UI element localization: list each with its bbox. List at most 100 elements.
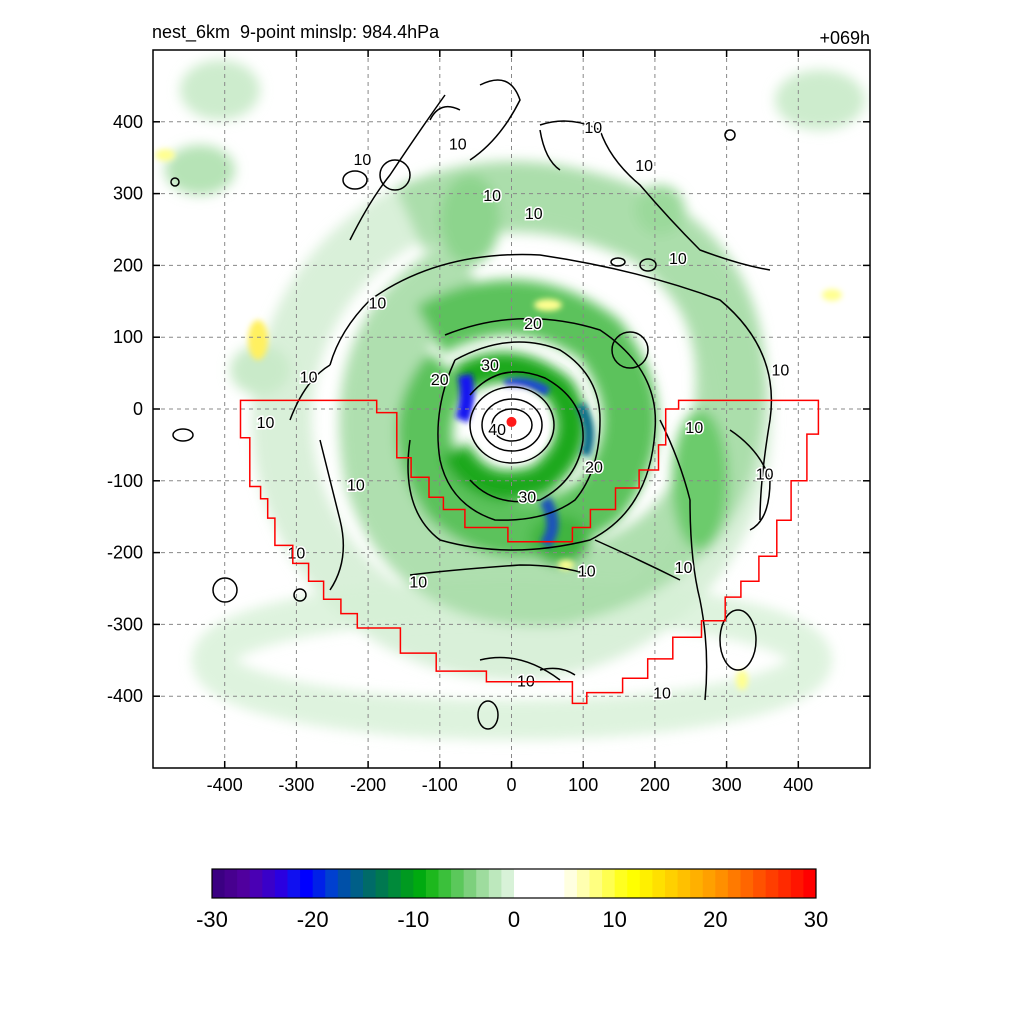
colorbar-swatch — [388, 869, 402, 898]
colorbar-swatch — [501, 869, 515, 898]
colorbar-swatch — [337, 869, 351, 898]
x-tick-label: 200 — [640, 775, 670, 795]
colorbar-swatch — [753, 869, 767, 898]
colorbar-swatch — [300, 869, 314, 898]
contour-label: 10 — [483, 188, 501, 205]
colorbar-swatch — [249, 869, 263, 898]
storm-center-marker — [506, 416, 517, 427]
forecast-hour-label: +069h — [819, 28, 870, 48]
contour-label: 30 — [481, 357, 499, 374]
contour-label: 10 — [257, 415, 275, 432]
colorbar-swatch — [212, 869, 226, 898]
contour-label: 20 — [524, 316, 542, 333]
colorbar-tick-label: 30 — [804, 907, 828, 932]
x-tick-label: 400 — [783, 775, 813, 795]
colorbar-tick-label: 0 — [508, 907, 520, 932]
y-tick-label: -100 — [107, 471, 143, 491]
contour-label: 10 — [685, 420, 703, 437]
colorbar-swatch — [778, 869, 792, 898]
colorbar-swatch — [715, 869, 729, 898]
contour-label: 10 — [584, 120, 602, 137]
x-tick-label: 300 — [712, 775, 742, 795]
colorbar-tick-label: -20 — [297, 907, 329, 932]
colorbar-swatch — [652, 869, 666, 898]
contour-label: 10 — [347, 477, 365, 494]
colorbar-swatch — [425, 869, 439, 898]
contour-label: 10 — [353, 152, 371, 169]
colorbar-swatch — [262, 869, 276, 898]
contour-label: 10 — [669, 251, 687, 268]
colorbar-swatch — [514, 869, 528, 898]
contour-label: 10 — [756, 467, 774, 484]
y-tick-label: 0 — [133, 399, 143, 419]
colorbar-swatch — [677, 869, 691, 898]
colorbar-swatch — [765, 869, 779, 898]
colorbar-swatch — [602, 869, 616, 898]
colorbar-swatch — [312, 869, 326, 898]
contour-label: 10 — [653, 686, 671, 703]
colorbar-swatch — [463, 869, 477, 898]
colorbar-swatch — [488, 869, 502, 898]
domain-boundary — [239, 399, 820, 705]
colorbar-tick-label: -30 — [196, 907, 228, 932]
y-tick-label: -400 — [107, 686, 143, 706]
colorbar-tick-label: -10 — [397, 907, 429, 932]
colorbar-swatch — [350, 869, 364, 898]
colorbar-tick-label: 20 — [703, 907, 727, 932]
y-tick-label: 300 — [113, 184, 143, 204]
contour-label: 40 — [488, 422, 506, 439]
colorbar-swatch — [627, 869, 641, 898]
colorbar: -30 -20 -10 0 10 20 30 — [196, 868, 828, 932]
colorbar-swatch — [274, 869, 288, 898]
contour-label: 10 — [449, 136, 467, 153]
colorbar-swatch — [551, 869, 565, 898]
chart-title: nest_6km 9-point minslp: 984.4hPa — [152, 22, 440, 42]
colorbar-swatch — [287, 869, 301, 898]
boundary-polygon — [239, 399, 820, 705]
colorbar-swatch — [702, 869, 716, 898]
colorbar-swatch — [803, 869, 817, 898]
colorbar-swatch — [325, 869, 339, 898]
colorbar-swatch — [589, 869, 603, 898]
colorbar-frame — [211, 868, 817, 899]
colorbar-swatch — [665, 869, 679, 898]
contour-label: 10 — [771, 363, 789, 380]
contour-label: 10 — [675, 560, 693, 577]
colorbar-swatch — [690, 869, 704, 898]
contour-label: 10 — [288, 546, 306, 563]
contour-lines — [170, 79, 773, 730]
contour-label: 10 — [635, 158, 653, 175]
colorbar-swatch — [451, 869, 465, 898]
y-tick-label: -300 — [107, 614, 143, 634]
colorbar-swatch — [400, 869, 414, 898]
colorbar-swatch — [740, 869, 754, 898]
contour-label: 10 — [578, 564, 596, 581]
y-tick-label: 100 — [113, 327, 143, 347]
colorbar-swatch — [576, 869, 590, 898]
colorbar-swatch — [363, 869, 377, 898]
x-tick-label: 0 — [506, 775, 516, 795]
shaded-field — [155, 60, 865, 740]
colorbar-swatch — [639, 869, 653, 898]
colorbar-swatch — [790, 869, 804, 898]
x-tick-label: -300 — [278, 775, 314, 795]
x-tick-label: -200 — [350, 775, 386, 795]
x-tick-label: 100 — [568, 775, 598, 795]
colorbar-swatch — [438, 869, 452, 898]
y-tick-label: 200 — [113, 255, 143, 275]
colorbar-swatch — [413, 869, 427, 898]
y-tick-label: -200 — [107, 543, 143, 563]
contour-label: 20 — [585, 459, 603, 476]
x-tick-label: -100 — [422, 775, 458, 795]
contour-label: 10 — [369, 296, 387, 313]
colorbar-swatch — [614, 869, 628, 898]
axes: -400 -300 -200 -100 0 100 200 300 40040030020010… — [107, 49, 871, 795]
x-tick-label: -400 — [207, 775, 243, 795]
colorbar-tick-label: 10 — [602, 907, 626, 932]
contour-label: 10 — [525, 206, 543, 223]
colorbar-swatch — [237, 869, 251, 898]
colorbar-swatch — [224, 869, 238, 898]
